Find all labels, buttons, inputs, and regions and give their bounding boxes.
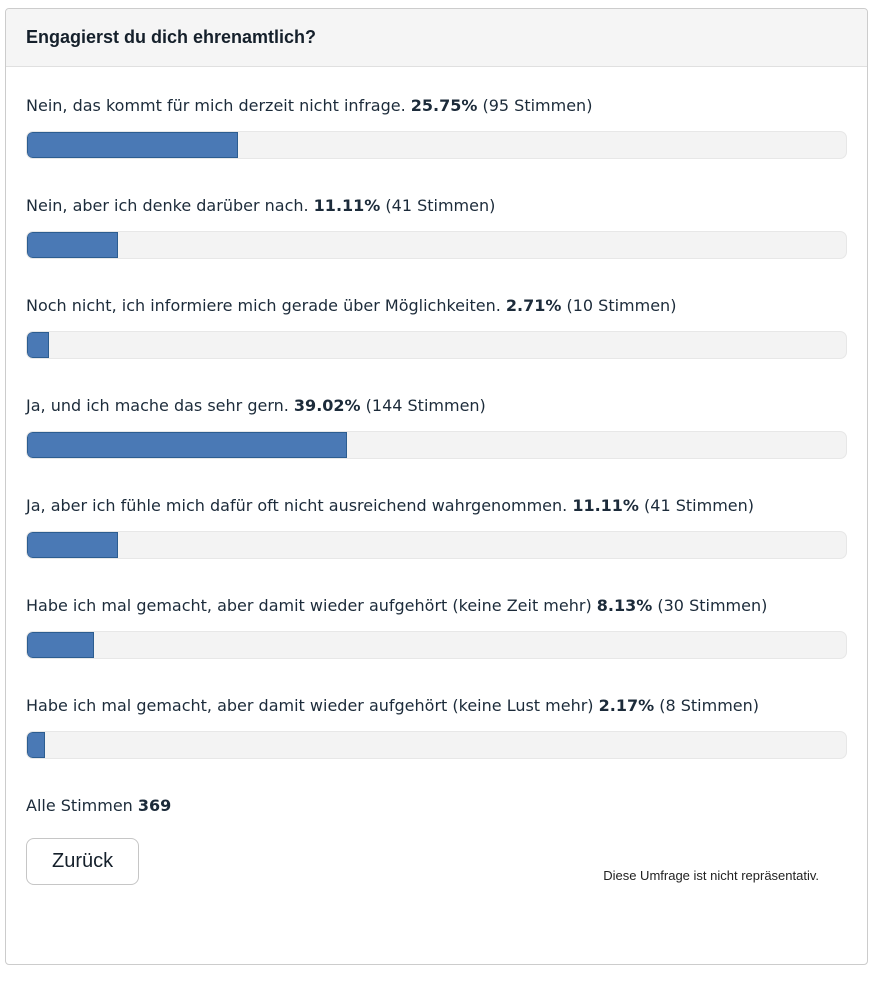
poll-bar-track xyxy=(26,731,847,759)
poll-bar-fill xyxy=(27,132,238,158)
footer-row: Zurück Diese Umfrage ist nicht repräsent… xyxy=(26,838,847,885)
poll-option-votes: (144 Stimmen) xyxy=(360,396,486,415)
poll-option-label: Habe ich mal gemacht, aber damit wieder … xyxy=(26,596,597,615)
poll-title: Engagierst du dich ehrenamtlich? xyxy=(26,27,317,47)
poll-option-label: Habe ich mal gemacht, aber damit wieder … xyxy=(26,696,599,715)
poll-bar-fill xyxy=(27,532,118,558)
poll-option: Nein, aber ich denke darüber nach. 11.11… xyxy=(26,193,847,259)
poll-option-label: Nein, das kommt für mich derzeit nicht i… xyxy=(26,96,411,115)
poll-option-text: Ja, und ich mache das sehr gern. 39.02% … xyxy=(26,393,847,418)
poll-option-percent: 2.71% xyxy=(505,296,562,315)
poll-option-votes: (95 Stimmen) xyxy=(477,96,593,115)
poll-header: Engagierst du dich ehrenamtlich? xyxy=(6,9,867,67)
poll-bar-fill xyxy=(27,632,94,658)
poll-option-text: Nein, aber ich denke darüber nach. 11.11… xyxy=(26,193,847,218)
poll-bar-track xyxy=(26,231,847,259)
poll-option-percent: 25.75% xyxy=(410,96,478,115)
poll-option-label: Ja, aber ich fühle mich dafür oft nicht … xyxy=(26,496,573,515)
poll-option: Habe ich mal gemacht, aber damit wieder … xyxy=(26,593,847,659)
poll-bar-fill xyxy=(27,232,118,258)
poll-option: Ja, aber ich fühle mich dafür oft nicht … xyxy=(26,493,847,559)
poll-option-label: Ja, und ich mache das sehr gern. xyxy=(26,396,294,415)
poll-option-percent: 8.13% xyxy=(596,596,653,615)
poll-option-text: Ja, aber ich fühle mich dafür oft nicht … xyxy=(26,493,847,518)
poll-option-votes: (41 Stimmen) xyxy=(380,196,496,215)
poll-option: Ja, und ich mache das sehr gern. 39.02% … xyxy=(26,393,847,459)
poll-option-text: Habe ich mal gemacht, aber damit wieder … xyxy=(26,693,847,718)
poll-option-text: Habe ich mal gemacht, aber damit wieder … xyxy=(26,593,847,618)
poll-body: Nein, das kommt für mich derzeit nicht i… xyxy=(6,67,867,964)
back-button[interactable]: Zurück xyxy=(26,838,140,885)
poll-option-votes: (41 Stimmen) xyxy=(638,496,754,515)
poll-bar-fill xyxy=(27,332,50,358)
poll-option-percent: 39.02% xyxy=(293,396,361,415)
poll-option-votes: (30 Stimmen) xyxy=(652,596,768,615)
poll-bar-track xyxy=(26,631,847,659)
poll-option-percent: 11.11% xyxy=(313,196,381,215)
poll-option: Nein, das kommt für mich derzeit nicht i… xyxy=(26,93,847,159)
poll-option-label: Noch nicht, ich informiere mich gerade ü… xyxy=(26,296,506,315)
poll-option-votes: (8 Stimmen) xyxy=(654,696,760,715)
poll-option-percent: 11.11% xyxy=(572,496,639,515)
poll-option-text: Nein, das kommt für mich derzeit nicht i… xyxy=(26,93,847,118)
poll-bar-track xyxy=(26,431,847,459)
poll-option: Habe ich mal gemacht, aber damit wieder … xyxy=(26,693,847,759)
total-votes-label: Alle Stimmen xyxy=(26,796,133,815)
poll-options: Nein, das kommt für mich derzeit nicht i… xyxy=(26,93,847,793)
poll-bar-track xyxy=(26,131,847,159)
poll-option-percent: 2.17% xyxy=(598,696,655,715)
poll-option-text: Noch nicht, ich informiere mich gerade ü… xyxy=(26,293,847,318)
poll-card: Engagierst du dich ehrenamtlich? Nein, d… xyxy=(5,8,868,965)
poll-bar-fill xyxy=(27,732,45,758)
disclaimer-text: Diese Umfrage ist nicht repräsentativ. xyxy=(603,868,819,883)
poll-bar-track xyxy=(26,531,847,559)
poll-option: Noch nicht, ich informiere mich gerade ü… xyxy=(26,293,847,359)
total-votes-line: Alle Stimmen 369 xyxy=(26,793,847,818)
total-votes-count: 369 xyxy=(137,796,172,815)
poll-bar-fill xyxy=(27,432,347,458)
poll-option-votes: (10 Stimmen) xyxy=(561,296,677,315)
poll-bar-track xyxy=(26,331,847,359)
poll-option-label: Nein, aber ich denke darüber nach. xyxy=(26,196,314,215)
